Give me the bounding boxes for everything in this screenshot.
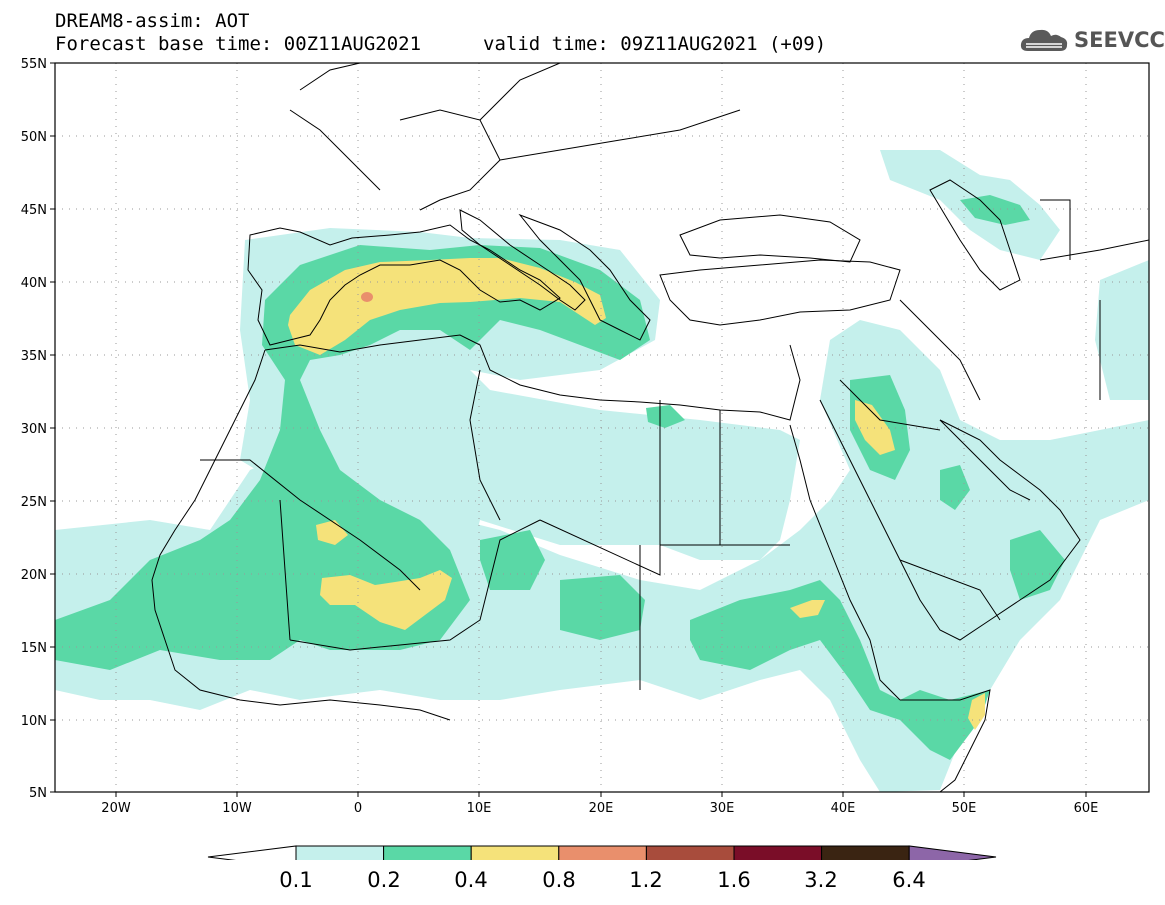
aot-field [55, 150, 1149, 792]
colorbar-label: 6.4 [892, 868, 926, 892]
lat-label: 25N [21, 495, 47, 510]
colorbar-under-arrow [207, 845, 297, 860]
colorbar-label: 0.2 [367, 868, 401, 892]
lat-label: 55N [21, 57, 47, 72]
colorbar-swatch [733, 845, 823, 860]
aot-map: 55N 50N 45N 40N 35N 30N 25N 20N 15N 10N … [21, 57, 1150, 860]
seevccc-logo: SEEVCCC [1018, 25, 1165, 55]
lat-label: 35N [21, 349, 47, 364]
lon-label: 20W [101, 801, 131, 816]
logo-text: SEEVCCC [1074, 28, 1165, 52]
valid-time: valid time: 09Z11AUG2021 (+09) [483, 33, 827, 55]
colorbar-label: 0.4 [454, 868, 488, 892]
latitude-axis: 55N 50N 45N 40N 35N 30N 25N 20N 15N 10N … [21, 57, 47, 801]
coastlines [151, 63, 1149, 792]
colorbar-swatch [821, 845, 910, 860]
colorbar-label: 3.2 [804, 868, 838, 892]
colorbar-swatch [558, 845, 647, 860]
lon-label: 10W [222, 801, 252, 816]
lat-label: 20N [21, 568, 47, 583]
colorbar-swatch [295, 845, 385, 860]
axis-ticks [50, 62, 1087, 797]
map-title: DREAM8-assim: AOT [55, 10, 250, 32]
map-grid [55, 63, 1149, 792]
lat-label: 40N [21, 276, 47, 291]
colorbar-label: 1.6 [717, 868, 751, 892]
colorbar-label: 0.8 [542, 868, 576, 892]
colorbar-swatch [645, 845, 735, 860]
colorbar-swatch [470, 845, 560, 860]
lat-label: 45N [21, 203, 47, 218]
lat-label: 5N [29, 786, 47, 801]
lon-label: 10E [467, 801, 492, 816]
colorbar-over-arrow [908, 845, 997, 860]
colorbar-swatch [383, 845, 472, 860]
forecast-base-time: Forecast base time: 00Z11AUG2021 [55, 33, 422, 55]
lon-label: 0 [354, 801, 362, 816]
cloud-icon [1020, 29, 1068, 51]
colorbar-label: 0.1 [279, 868, 313, 892]
lon-label: 40E [831, 801, 856, 816]
lat-label: 30N [21, 422, 47, 437]
lon-label: 50E [952, 801, 977, 816]
lon-label: 60E [1074, 801, 1099, 816]
longitude-axis: 20W 10W 0 10E 20E 30E 40E 50E 60E [101, 801, 1098, 816]
lon-label: 20E [589, 801, 614, 816]
lat-label: 10N [21, 714, 47, 729]
colorbar-labels: 0.1 0.2 0.4 0.8 1.2 1.6 3.2 6.4 [0, 868, 1165, 898]
lat-label: 15N [21, 641, 47, 656]
lat-label: 50N [21, 130, 47, 145]
colorbar [207, 845, 997, 860]
lon-label: 30E [710, 801, 735, 816]
colorbar-label: 1.2 [629, 868, 663, 892]
